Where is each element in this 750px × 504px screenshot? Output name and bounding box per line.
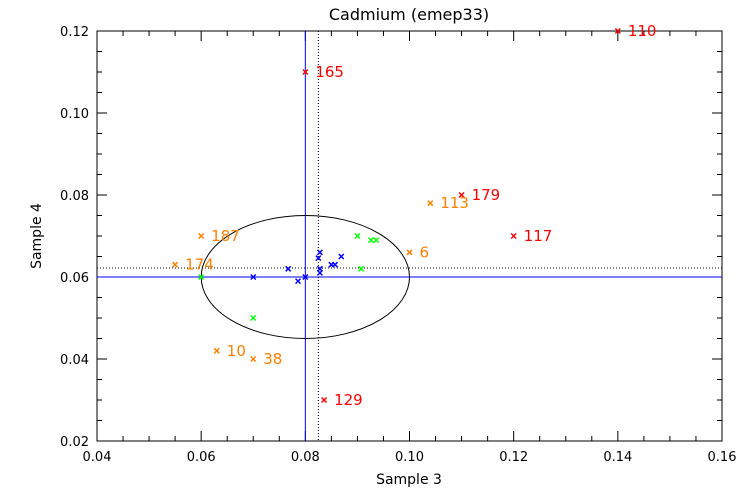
data-point-green (198, 273, 205, 281)
data-point-red (510, 232, 517, 240)
data-point-label: 113 (440, 194, 469, 212)
data-point-green (354, 232, 361, 240)
data-point-red (302, 68, 309, 76)
data-point-blue (295, 278, 302, 285)
x-tick-label: 0.08 (291, 450, 320, 465)
data-point-blue (316, 249, 323, 256)
x-tick-label: 0.12 (499, 450, 528, 465)
data-point-orange (406, 249, 413, 256)
data-point-orange (250, 355, 257, 363)
data-point-blue (316, 269, 323, 276)
y-tick-label: 0.04 (60, 353, 89, 368)
plot-frame (96, 30, 723, 442)
y-tick-label: 0.02 (60, 435, 89, 450)
x-tick-label: 0.10 (395, 450, 424, 465)
data-point-blue (338, 253, 345, 260)
data-point-label: 38 (263, 350, 282, 368)
data-point-green (373, 237, 380, 244)
data-point-label: 117 (524, 227, 553, 245)
data-point-orange (213, 347, 220, 354)
data-point-label: 179 (472, 186, 501, 204)
data-point-blue (331, 261, 339, 268)
data-point-green (250, 314, 257, 322)
data-point-red (321, 396, 328, 404)
data-point-blue (315, 255, 322, 262)
chart-title: Cadmium (emep33) (329, 5, 489, 24)
x-tick-label: 0.06 (187, 450, 216, 465)
data-point-blue (302, 273, 309, 281)
y-tick-label: 0.08 (60, 189, 89, 204)
data-point-blue (250, 273, 257, 281)
x-tick-label: 0.16 (708, 450, 737, 465)
data-point-green (358, 265, 365, 272)
data-point-blue (285, 265, 292, 272)
data-point-label: 110 (628, 22, 657, 40)
y-axis-label: Sample 4 (29, 203, 45, 269)
data-point-label: 165 (315, 63, 344, 81)
y-tick-label: 0.10 (60, 107, 89, 122)
data-point-label: 174 (185, 256, 214, 274)
y-tick-label: 0.12 (60, 25, 89, 40)
data-point-orange (172, 261, 179, 268)
data-point-red (614, 27, 621, 35)
data-point-orange (198, 232, 205, 240)
data-point-label: 6 (420, 243, 430, 261)
data-point-green (367, 237, 374, 244)
data-point-label: 187 (211, 227, 240, 245)
x-axis-label: Sample 3 (376, 472, 442, 488)
y-tick-label: 0.06 (60, 271, 89, 286)
data-point-label: 10 (227, 342, 246, 360)
x-tick-label: 0.04 (83, 450, 112, 465)
data-point-orange (427, 200, 434, 207)
x-tick-label: 0.14 (603, 450, 632, 465)
data-point-red (458, 191, 465, 199)
data-point-label: 129 (334, 391, 363, 409)
